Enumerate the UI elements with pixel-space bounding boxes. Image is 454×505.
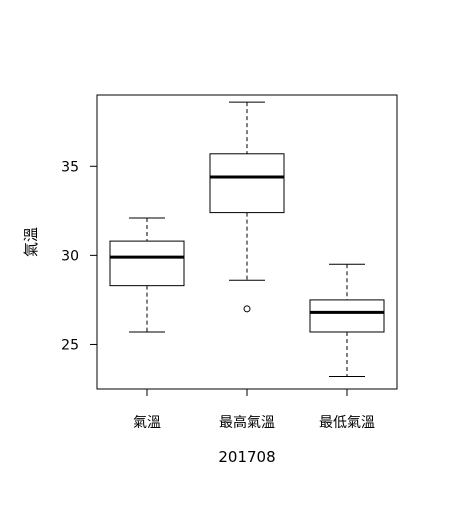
- x-tick-label: 最低氣溫: [319, 415, 375, 431]
- box-3: [309, 263, 385, 378]
- interquartile-box: [209, 153, 285, 214]
- outlier-point: [243, 305, 251, 313]
- box-2: [209, 101, 285, 313]
- x-axis: 氣溫 最高氣溫 最低氣溫: [133, 389, 375, 431]
- interquartile-box: [309, 299, 385, 333]
- y-tick-label: 35: [61, 159, 79, 175]
- y-tick-label: 25: [61, 337, 79, 353]
- box-1: [109, 217, 185, 333]
- x-tick-label: 最高氣溫: [219, 414, 275, 431]
- x-axis-title: 201708: [218, 448, 275, 466]
- y-axis-title: 氣溫: [22, 227, 40, 257]
- interquartile-box: [109, 240, 185, 287]
- y-axis: 25 30 35: [61, 159, 97, 353]
- box-series: [109, 101, 385, 378]
- y-tick-label: 30: [61, 248, 79, 264]
- x-tick-label: 氣溫: [133, 415, 161, 431]
